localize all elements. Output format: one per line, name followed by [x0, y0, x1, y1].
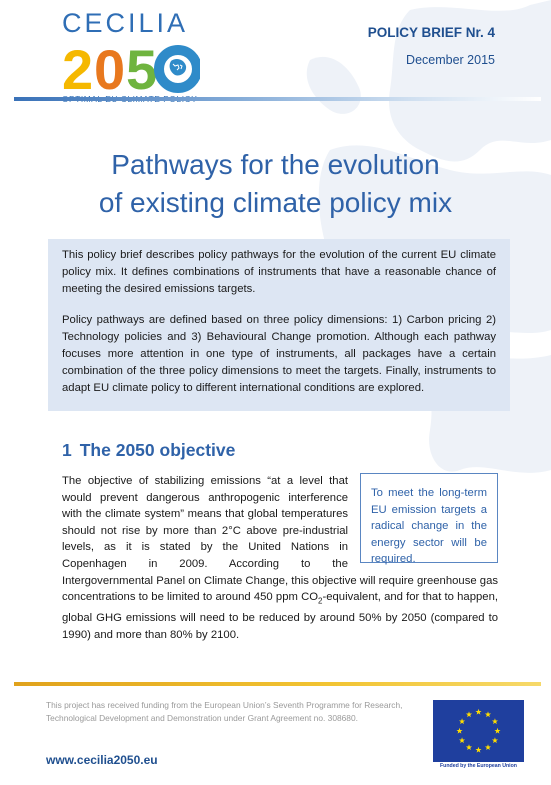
eu-star-icon [456, 727, 463, 734]
eu-star-icon [475, 746, 482, 753]
eu-star-icon [459, 718, 466, 725]
section-paragraph: The objective of stabilizing emissions “… [62, 473, 498, 643]
eu-star-icon [484, 744, 492, 751]
cecilia-logo: CECILIA 2 0 5 OPTIMAL EU CLIMATE POLICY [60, 8, 200, 104]
eu-star-icon [494, 727, 501, 734]
eu-star-icon [459, 737, 466, 744]
header-divider [14, 97, 541, 101]
eu-star-icon [484, 711, 492, 718]
logo-wordmark: CECILIA [62, 8, 189, 38]
document-title: Pathways for the evolution of existing c… [0, 146, 551, 222]
footer-divider [14, 682, 541, 686]
eu-star-icon [465, 711, 473, 718]
paragraph-text-start: The objective of stabilizing emissions “… [62, 475, 498, 604]
eu-star-icon [491, 737, 498, 744]
funding-note: This project has received funding from t… [46, 700, 403, 723]
logo-digit-2: 2 [62, 39, 93, 95]
logo-digit-5: 5 [126, 39, 157, 95]
eu-star-icon [465, 744, 473, 751]
co2-subscript: 2 [318, 596, 323, 606]
paragraph-text-end: -equivalent, and for that to happen, glo… [62, 591, 498, 641]
title-line-2: of existing climate policy mix [98, 187, 453, 218]
summary-paragraph-1: This policy brief describes policy pathw… [62, 249, 496, 295]
section-heading: 1 The 2050 objective [62, 440, 235, 461]
section-number: 1 [62, 440, 72, 460]
section-body: To meet the long-term EU emission target… [62, 473, 498, 643]
logo-globe-icon [154, 45, 200, 93]
eu-funding-caption: Funded by the European Union [440, 763, 517, 769]
summary-box: This policy brief describes policy pathw… [48, 239, 510, 411]
eu-star-icon [491, 718, 498, 725]
logo-digit-0: 0 [94, 39, 125, 95]
policy-brief-number: POLICY BRIEF Nr. 4 [367, 25, 495, 40]
title-line-1: Pathways for the evolution [111, 149, 440, 180]
section-title: The 2050 objective [79, 440, 236, 460]
eu-star-icon [475, 708, 482, 715]
logo-2050-graphic: 2 0 5 [62, 39, 200, 95]
publication-date: December 2015 [406, 53, 495, 67]
website-link[interactable]: www.cecilia2050.eu [46, 753, 158, 767]
eu-flag-icon [433, 700, 524, 762]
summary-paragraph-2: Policy pathways are defined based on thr… [62, 314, 496, 394]
callout-box: To meet the long-term EU emission target… [360, 473, 498, 565]
